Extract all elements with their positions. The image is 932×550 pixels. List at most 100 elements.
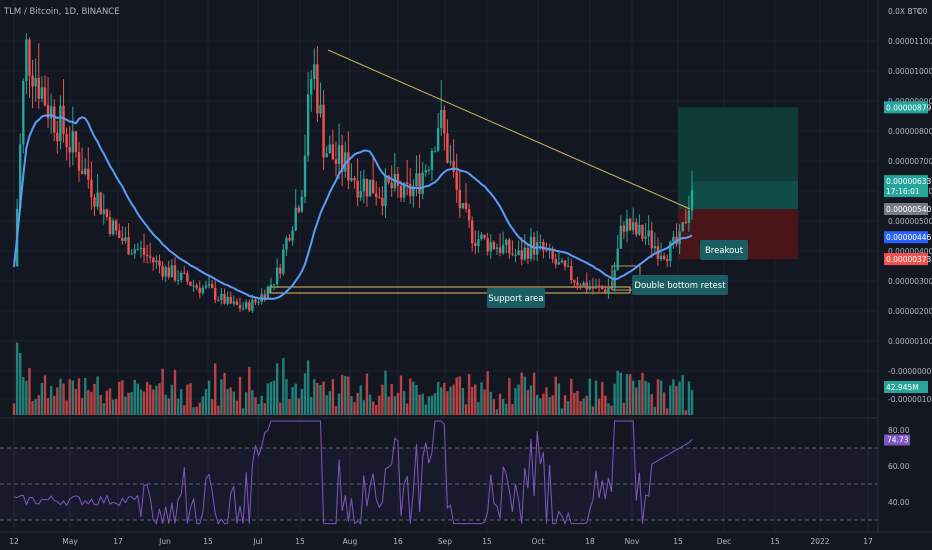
volume-bar <box>319 384 322 415</box>
annotation-box <box>487 288 545 308</box>
candle-body <box>217 299 220 301</box>
volume-bar <box>294 383 297 415</box>
candle-body <box>455 171 458 190</box>
candle-body <box>678 231 681 245</box>
price-tick-label: 0.00000100 <box>888 337 932 346</box>
volume-bar <box>87 390 90 415</box>
candle-body <box>288 237 291 241</box>
candle-body <box>210 284 214 288</box>
candle-body <box>28 39 31 76</box>
volume-bar <box>217 405 220 415</box>
volume-bar <box>176 398 180 415</box>
candle-body <box>641 224 644 239</box>
candle-body <box>604 289 607 293</box>
candle-body <box>65 134 68 148</box>
candle-body <box>183 272 186 274</box>
time-tick-label: 15 <box>770 537 780 546</box>
volume-bar <box>164 394 167 415</box>
candle-body <box>650 230 653 249</box>
volume-bar <box>449 386 452 415</box>
candle-body <box>505 239 508 245</box>
volume-bar <box>560 408 564 415</box>
moving-average <box>13 113 693 300</box>
candle-body <box>68 147 71 153</box>
price-tick-label: 0.00001100 <box>888 37 932 46</box>
candle-body <box>582 282 585 288</box>
volume-bar <box>350 396 353 415</box>
volume-bar <box>498 393 502 415</box>
volume-bar <box>80 398 84 415</box>
candle-body <box>40 87 44 99</box>
candle-body <box>149 256 152 258</box>
candle-body <box>37 77 40 99</box>
volume-bar <box>529 385 533 415</box>
volume-bar <box>337 393 341 415</box>
candle-body <box>297 207 301 212</box>
volume-bar <box>393 396 396 415</box>
candle-body <box>161 265 164 277</box>
price-badge-bg <box>884 175 928 198</box>
volume-bar <box>210 399 214 415</box>
candle-body <box>653 246 657 249</box>
volume-bar <box>625 374 629 415</box>
volume-bar <box>412 381 415 415</box>
volume-bar <box>198 402 201 415</box>
volume-bar <box>68 379 71 415</box>
candle-body <box>501 244 505 253</box>
candle-body <box>384 175 387 207</box>
volume-bar <box>167 398 170 415</box>
volume-bar <box>483 389 486 415</box>
candle-body <box>378 197 381 199</box>
volume-bar <box>399 375 403 415</box>
volume-bar <box>415 384 418 415</box>
volume-bar <box>77 378 81 415</box>
volume-bar <box>365 373 369 415</box>
price-tick-label: 0.00000300 <box>888 277 932 286</box>
candle-body <box>127 237 130 255</box>
volume-bar <box>455 377 458 415</box>
candle-body <box>214 287 217 300</box>
candle-body <box>331 144 335 160</box>
volume-bar <box>610 405 613 415</box>
candle-body <box>142 247 146 255</box>
volume-bar <box>111 399 115 415</box>
volume-bar <box>563 395 567 415</box>
candle-body <box>659 255 663 260</box>
candle-body <box>139 247 143 250</box>
volume-bar <box>641 372 644 415</box>
volume-bar <box>638 380 641 415</box>
candle-body <box>56 132 59 142</box>
candle-body <box>96 192 99 207</box>
volume-bar <box>145 381 149 415</box>
candle-body <box>588 287 592 290</box>
volume-bar <box>201 396 205 415</box>
time-tick-label: 18 <box>585 537 595 546</box>
position-zones <box>678 107 798 260</box>
volume-bar <box>681 375 684 415</box>
candle-body <box>570 266 573 281</box>
candle-body <box>607 287 610 293</box>
candle-body <box>399 186 403 198</box>
volume-bar <box>238 376 242 415</box>
rsi-current-badge: 74.73 <box>887 435 909 444</box>
candle-body <box>294 207 297 231</box>
volume-bar <box>613 383 616 415</box>
volume-bar <box>40 382 44 415</box>
volume-bar <box>356 392 359 415</box>
volume-bar <box>669 385 672 415</box>
candle-body <box>49 106 53 119</box>
candle-body <box>90 179 93 198</box>
volume-bar <box>34 399 37 415</box>
grid-lines <box>0 0 878 532</box>
volume-bar <box>474 384 477 415</box>
volume-bar <box>65 400 68 415</box>
candle-body <box>118 230 121 238</box>
volume-bar <box>15 342 19 415</box>
volume-bar <box>520 372 523 415</box>
volume-bar <box>226 388 229 415</box>
candle-body <box>560 260 564 263</box>
volume-bar <box>195 406 198 415</box>
currency-extra: 00 <box>918 7 928 16</box>
volume-bar <box>650 393 653 415</box>
volume-bar <box>579 401 582 415</box>
